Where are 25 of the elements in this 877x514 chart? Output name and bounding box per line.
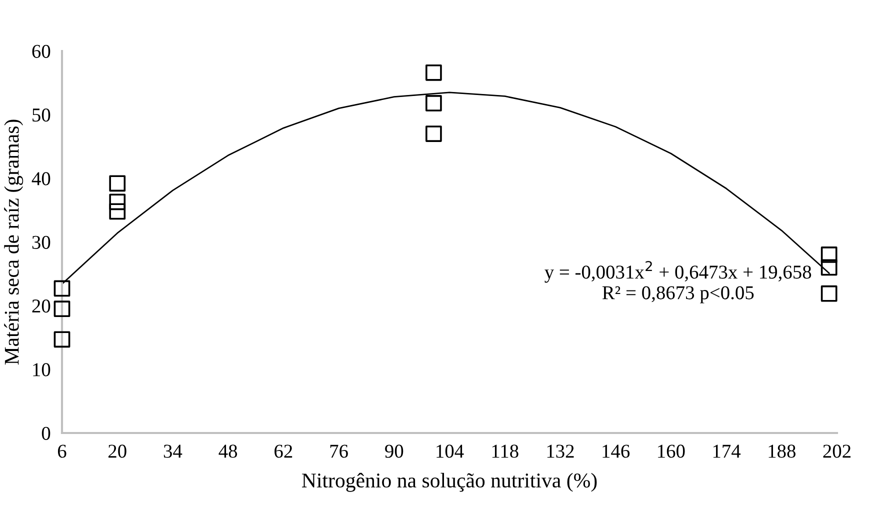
x-tick-label: 62 [274, 444, 292, 458]
x-tick-label: 118 [492, 444, 518, 458]
x-axis-title: Nitrogênio na solução nutritiva (%) [302, 472, 597, 492]
x-tick-label: 188 [768, 444, 796, 458]
y-tick-label: 30 [32, 236, 50, 249]
x-tick-label: 146 [602, 444, 630, 458]
x-tick-label: 48 [218, 444, 238, 458]
x-tick-label: 6 [58, 444, 66, 458]
x-tick-label: 202 [823, 444, 851, 458]
y-tick-label: 50 [32, 108, 50, 122]
x-tick-label: 104 [436, 444, 464, 458]
x-tick-label: 174 [713, 444, 741, 458]
x-tick-label: 90 [385, 444, 404, 458]
y-tick-label: 60 [32, 44, 50, 58]
annotation: y = -0,0031x$^{2}$ + 0,6473x + 19,658 R² = 0,8673 p<0.05 [544, 260, 812, 304]
x-tick-label: 132 [547, 444, 574, 458]
x-tick-label: 20 [108, 444, 126, 458]
y-tick-label: 10 [33, 363, 50, 376]
x-tick-label: 76 [330, 444, 348, 458]
x-tick-label: 34 [164, 444, 182, 458]
y-tick-label: 0 [42, 426, 50, 440]
x-tick-label: 160 [658, 444, 685, 458]
y-tick-label: 40 [32, 172, 50, 186]
y-axis-title: Matéria seca de raíz (gramas) [4, 120, 24, 365]
y-tick-label: 20 [32, 299, 50, 313]
